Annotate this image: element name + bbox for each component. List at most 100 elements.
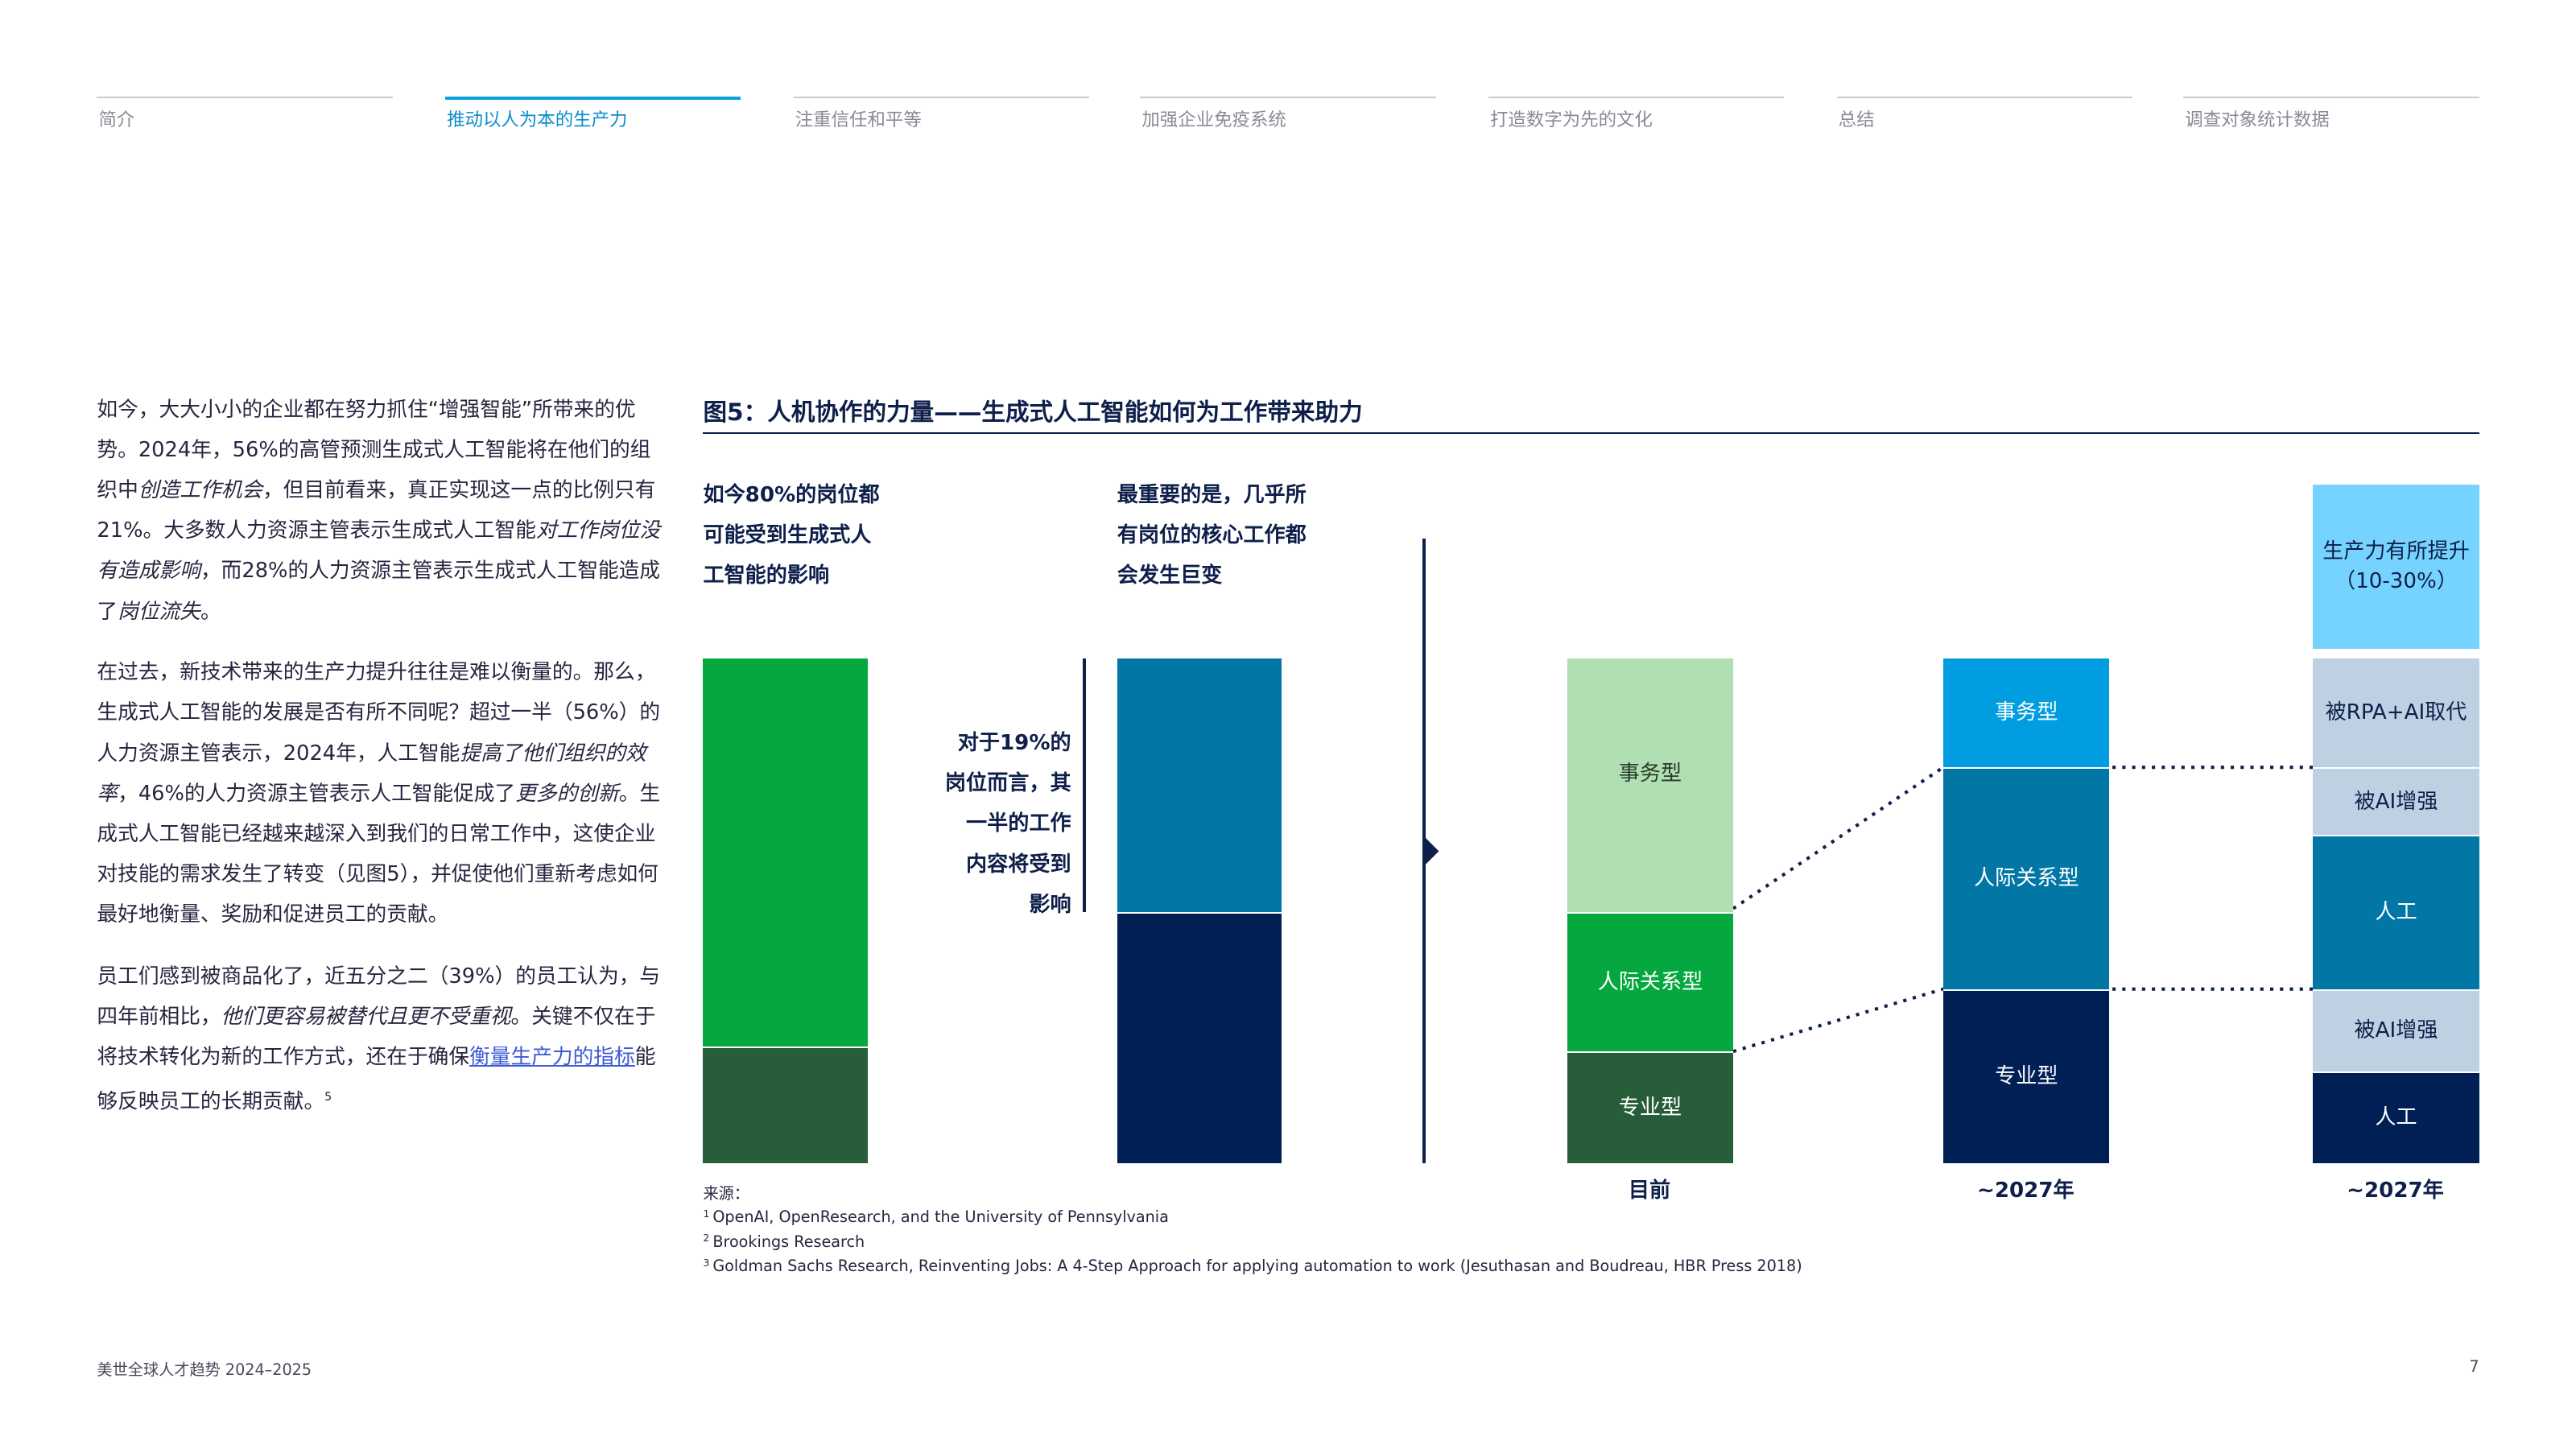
productivity-metrics-link[interactable]: 衡量生产力的指标 [469, 1045, 635, 1070]
text-run: 如今，大大小小的企业都在努力抓住“增强智能”所带来的优势。2024年，56%的高… [97, 397, 651, 503]
note-line: 内容将受到 [966, 852, 1071, 877]
nav-tab-productivity[interactable]: 推动以人为本的生产力 [445, 97, 741, 136]
source-item: 1 OpenAI, OpenResearch, and the Universit… [703, 1208, 1168, 1226]
emphasis-text: 更多的创新 [515, 781, 619, 806]
bracket-line [1082, 658, 1086, 912]
segment-label: 事务型 [1995, 700, 2058, 725]
note-left: 如今80%的岗位都 可能受到生成式人 工智能的影响 [703, 475, 879, 597]
nav-tab-label: 注重信任和平等 [795, 109, 922, 130]
nav-tab-label: 调查对象统计数据 [2185, 109, 2330, 130]
emphasis-text: 岗位流失 [118, 599, 200, 624]
body-paragraph-1: 如今，大大小小的企业都在努力抓住“增强智能”所带来的优势。2024年，56%的高… [97, 390, 662, 632]
nav-tab-underline [1836, 97, 2132, 99]
note-line: 对于19%的 [957, 730, 1071, 755]
bar-jobs-affected [703, 658, 868, 1046]
segment-now-interpersonal: 人际关系型 [1567, 911, 1734, 1052]
segment-label: 专业型 [1618, 1096, 1682, 1121]
segment-now-clerical: 事务型 [1567, 658, 1734, 912]
bar-jobs-unaffected [703, 1046, 868, 1163]
footnote-marker: 5 [324, 1091, 332, 1104]
nav-tab-intro[interactable]: 简介 [97, 97, 393, 136]
page-number: 7 [2469, 1356, 2479, 1376]
nav-tab-immune-system[interactable]: 加强企业免疫系统 [1140, 97, 1436, 136]
nav-tab-underline [2183, 97, 2479, 99]
nav-tab-demographics[interactable]: 调查对象统计数据 [2183, 97, 2479, 136]
note-line: 如今80%的岗位都 [703, 482, 880, 507]
source-text: Goldman Sachs Research, Reinventing Jobs… [712, 1257, 1802, 1276]
note-line: 岗位而言，其 [944, 771, 1071, 796]
text-run: ，但目前看来，真正实现这一点的比例只有21%。大多数人力资源主管表示生成式人工智… [97, 478, 656, 543]
segment-replaced-rpa-ai: 被RPA+AI取代 [2313, 658, 2479, 768]
note-line: 会发生巨变 [1117, 564, 1223, 588]
sources-label: 来源： [703, 1184, 749, 1203]
segment-label: 专业型 [1995, 1064, 2058, 1089]
segment-label: 生产力有所提升 [2322, 539, 2470, 564]
nav-tab-underline [97, 97, 393, 99]
segment-label: 被RPA+AI取代 [2325, 700, 2467, 725]
note-line: 工智能的影响 [703, 564, 830, 588]
connector-dotted-line [1733, 766, 1945, 910]
segment-label: 事务型 [1618, 761, 1682, 786]
text-run: 。关键不仅在于将技术转化为新的工作方式，还在于确保 [97, 1004, 656, 1070]
segment-productivity-boost: 生产力有所提升 （10-30%） [2313, 485, 2479, 650]
nav-tab-label: 推动以人为本的生产力 [447, 109, 628, 130]
text-run: ，而28%的人力资源主管表示生成式人工智能造成了 [97, 559, 661, 624]
body-paragraph-3: 员工们感到被商品化了，近五分之二（39%）的员工认为，与四年前相比，他们更容易被… [97, 956, 662, 1122]
source-item: 3 Goldman Sachs Research, Reinventing Job… [703, 1257, 1802, 1275]
source-number: 3 [703, 1257, 710, 1269]
note-line: 可能受到生成式人 [703, 522, 872, 547]
connector-lines [2112, 766, 2314, 991]
body-paragraph-2: 在过去，新技术带来的生产力提升往往是难以衡量的。那么，生成式人工智能的发展是否有… [97, 652, 662, 935]
nav-tab-underline [1488, 97, 1785, 99]
segment-2027-professional: 专业型 [1943, 989, 2110, 1163]
nav-tab-underline [793, 97, 1090, 99]
segment-now-professional: 专业型 [1567, 1051, 1734, 1163]
nav-tab-digital-culture[interactable]: 打造数字为先的文化 [1488, 97, 1785, 136]
note-center: 对于19%的 岗位而言，其 一半的工作 内容将受到 影响 [920, 723, 1071, 925]
figure-title-rule [703, 431, 2479, 434]
source-text: OpenAI, OpenResearch, and the University… [712, 1207, 1169, 1226]
segment-label: 人际关系型 [1974, 866, 2079, 891]
emphasis-text: 创造工作机会 [138, 478, 263, 503]
segment-label: 被AI增强 [2354, 1018, 2438, 1043]
nav-tab-underline [445, 97, 741, 101]
label-2027-a: ~2027年 [1976, 1179, 2074, 1203]
connector-lines [1733, 766, 1945, 1054]
text-run: 在过去，新技术带来的生产力提升往往是难以衡量的。那么，生成式人工智能的发展是否有… [97, 660, 661, 766]
nav-tab-summary[interactable]: 总结 [1836, 97, 2132, 136]
label-2027-b: ~2027年 [2347, 1179, 2444, 1203]
nav-tab-label: 打造数字为先的文化 [1489, 109, 1653, 130]
emphasis-text: 他们更容易被替代且更不受重视 [221, 1004, 511, 1029]
segment-label: （10-30%） [2334, 569, 2458, 594]
segment-label: 人际关系型 [1597, 970, 1703, 994]
nav-tab-trust[interactable]: 注重信任和平等 [793, 97, 1090, 136]
arrow-right-icon [1422, 834, 1439, 868]
segment-2027-clerical: 事务型 [1943, 658, 2110, 768]
source-number: 1 [703, 1208, 710, 1220]
segment-ai-augmented-2: 被AI增强 [2313, 989, 2479, 1071]
text-run: 。 [200, 599, 221, 624]
note-line: 一半的工作 [966, 811, 1071, 836]
source-number: 2 [703, 1232, 710, 1245]
nav-tab-underline [1140, 97, 1436, 99]
note-middle: 最重要的是，几乎所 有岗位的核心工作都 会发生巨变 [1117, 475, 1307, 597]
footer-title: 美世全球人才趋势 2024–2025 [97, 1360, 312, 1379]
segment-human-2: 人工 [2313, 1071, 2479, 1163]
text-run: 员工们感到被商品化了，近五分之二（39%）的员工认为，与四年前相比， [97, 964, 661, 1029]
emphasis-text: 提高了他们组织的效率 [97, 741, 646, 806]
note-line: 最重要的是，几乎所 [1117, 482, 1307, 507]
nav-tab-label: 加强企业免疫系统 [1141, 109, 1286, 130]
note-line: 有岗位的核心工作都 [1117, 522, 1307, 547]
segment-ai-augmented-1: 被AI增强 [2313, 767, 2479, 835]
connector-dotted-line [1733, 987, 1944, 1054]
segment-label: 被AI增强 [2354, 789, 2438, 814]
segment-human-1: 人工 [2313, 834, 2479, 989]
source-item: 2 Brookings Research [703, 1232, 865, 1251]
nav-tab-label: 简介 [98, 109, 135, 130]
text-run: ，46%的人力资源主管表示人工智能促成了 [118, 781, 516, 806]
segment-2027-interpersonal: 人际关系型 [1943, 767, 2110, 989]
text-run: 能够反映员工的长期贡献。 [97, 1045, 656, 1114]
note-line: 影响 [1029, 892, 1071, 917]
bar-core-changed [1117, 658, 1282, 912]
source-text: Brookings Research [712, 1232, 865, 1251]
